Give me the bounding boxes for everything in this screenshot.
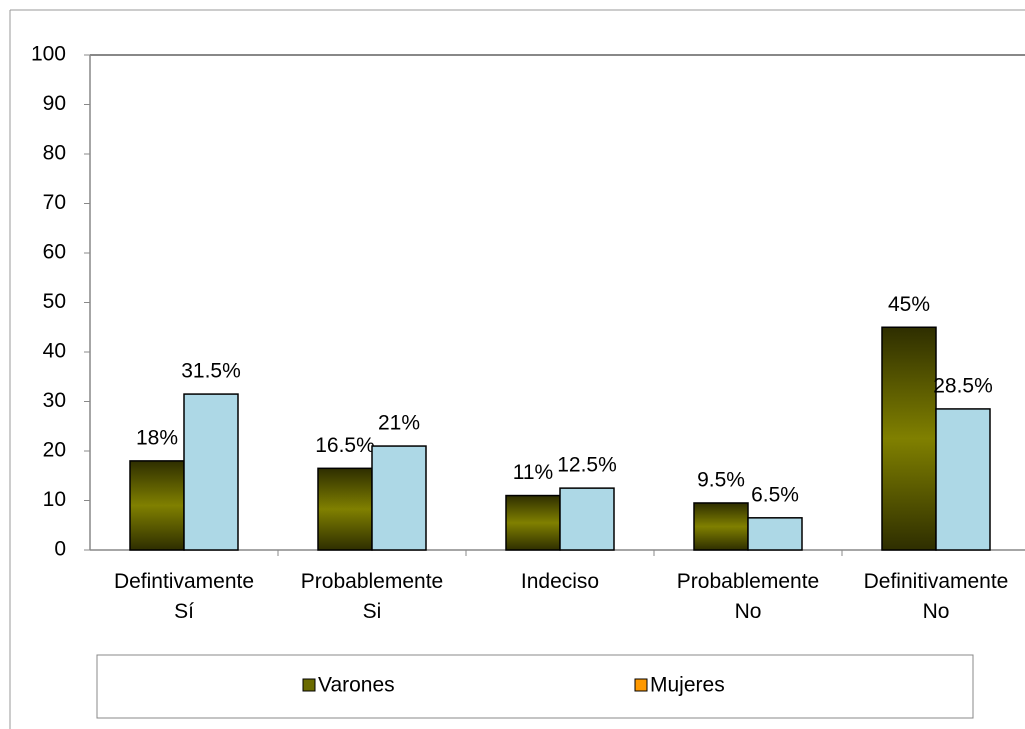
y-tick-label: 70 [43,191,66,214]
data-label: 45% [888,293,930,316]
x-tick-line: Definitivamente [864,570,1009,593]
x-tick-line: Sí [174,600,194,623]
x-tick-label: Probablemente Si [301,570,443,623]
bar [693,502,749,551]
x-tick-label: Definitivamente No [864,570,1009,623]
legend-swatch [302,678,316,692]
data-label: 28.5% [933,374,993,397]
data-label: 12.5% [557,454,617,477]
y-tick-label: 100 [31,43,66,66]
data-label: 18% [136,426,178,449]
data-label: 31.5% [181,360,241,383]
data-label: 21% [378,412,420,435]
y-tick-label: 10 [43,488,66,511]
y-tick-label: 50 [43,290,66,313]
bar [371,445,427,551]
bar [183,393,239,551]
bar [559,487,615,551]
x-tick-line: Probablemente [301,570,443,593]
y-tick-label: 60 [43,241,66,264]
data-label: 16.5% [315,434,375,457]
bar [881,326,937,551]
y-tick-label: 90 [43,92,66,115]
legend-label: Mujeres [650,674,725,697]
x-tick-label: Defintivamente Sí [114,570,254,623]
x-tick-label: Probablemente No [677,570,819,623]
y-tick-label: 20 [43,439,66,462]
x-tick-line: Si [363,600,382,623]
legend-box [96,654,974,719]
y-tick-label: 0 [54,538,66,561]
y-tick-label: 30 [43,389,66,412]
legend-label: Varones [318,674,395,697]
x-tick-line: No [735,600,762,623]
x-tick-line: No [923,600,950,623]
x-tick-line: Indeciso [521,570,599,593]
x-tick-label: Indeciso [521,570,599,593]
x-tick-line: Defintivamente [114,570,254,593]
data-label: 9.5% [697,469,745,492]
y-tick-label: 80 [43,142,66,165]
data-label: 11% [513,461,553,484]
data-label: 6.5% [751,483,799,506]
x-tick-line: Probablemente [677,570,819,593]
bar [129,460,185,551]
y-tick-label: 40 [43,340,66,363]
legend-swatch [634,678,648,692]
bar [747,517,803,551]
bar [935,408,991,551]
bar [317,467,373,551]
bar [505,494,561,551]
